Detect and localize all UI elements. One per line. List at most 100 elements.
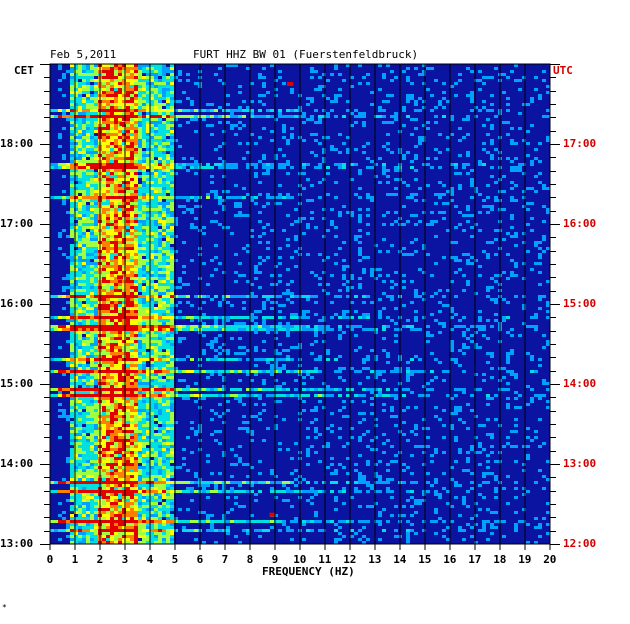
spectrogram-cell — [146, 208, 150, 211]
spectrogram-cell — [306, 295, 310, 298]
spectrogram-cell — [286, 109, 290, 112]
spectrogram-cell — [214, 148, 218, 151]
spectrogram-cell — [102, 205, 106, 208]
spectrogram-cell — [490, 352, 494, 355]
spectrogram-cell — [174, 370, 178, 373]
spectrogram-cell — [70, 289, 74, 292]
spectrogram-cell — [318, 394, 322, 397]
spectrogram-cell — [230, 304, 234, 307]
spectrogram-cell — [74, 388, 78, 391]
spectrogram-cell — [366, 193, 370, 196]
spectrogram-cell — [538, 397, 542, 400]
spectrogram-cell — [130, 295, 134, 298]
spectrogram-cell — [158, 286, 162, 289]
spectrogram-cell — [322, 94, 326, 97]
spectrogram-cell — [490, 124, 494, 127]
spectrogram-cell — [166, 208, 170, 211]
spectrogram-cell — [82, 250, 86, 253]
spectrogram-cell — [146, 286, 150, 289]
spectrogram-cell — [178, 379, 182, 382]
spectrogram-cell — [130, 340, 134, 343]
spectrogram-cell — [86, 250, 90, 253]
spectrogram-cell — [130, 202, 134, 205]
spectrogram-cell — [414, 157, 418, 160]
spectrogram-cell — [166, 79, 170, 82]
spectrogram-cell — [290, 292, 294, 295]
spectrogram-cell — [74, 211, 78, 214]
spectrogram-cell — [170, 328, 174, 331]
spectrogram-cell — [102, 319, 106, 322]
spectrogram-cell — [110, 385, 114, 388]
spectrogram-cell — [386, 94, 390, 97]
spectrogram-cell — [94, 211, 98, 214]
spectrogram-cell — [78, 364, 82, 367]
spectrogram-cell — [502, 73, 506, 76]
spectrogram-cell — [126, 400, 130, 403]
spectrogram-cell — [70, 145, 74, 148]
spectrogram-cell — [106, 289, 110, 292]
spectrogram-cell — [362, 358, 366, 361]
spectrogram-cell — [78, 340, 82, 343]
spectrogram-cell — [190, 316, 194, 319]
spectrogram-cell — [86, 232, 90, 235]
spectrogram-cell — [338, 214, 342, 217]
spectrogram-cell — [114, 388, 118, 391]
spectrogram-cell — [138, 232, 142, 235]
spectrogram-cell — [134, 64, 138, 67]
spectrogram-cell — [534, 316, 538, 319]
spectrogram-cell — [138, 220, 142, 223]
spectrogram-cell — [330, 274, 334, 277]
spectrogram-cell — [78, 202, 82, 205]
spectrogram-cell — [110, 181, 114, 184]
spectrogram-cell — [214, 163, 218, 166]
spectrogram-cell — [118, 139, 122, 142]
spectrogram-cell — [210, 166, 214, 169]
spectrogram-cell — [154, 394, 158, 397]
spectrogram-cell — [270, 388, 274, 391]
spectrogram-cell — [138, 370, 142, 373]
spectrogram-cell — [130, 208, 134, 211]
spectrogram-cell — [102, 244, 106, 247]
spectrogram-cell — [166, 133, 170, 136]
spectrogram-cell — [390, 280, 394, 283]
spectrogram-cell — [106, 292, 110, 295]
spectrogram-cell — [110, 250, 114, 253]
spectrogram-cell — [122, 301, 126, 304]
spectrogram-cell — [454, 256, 458, 259]
spectrogram-cell — [138, 310, 142, 313]
spectrogram-cell — [218, 370, 222, 373]
spectrogram-cell — [178, 301, 182, 304]
spectrogram-cell — [118, 106, 122, 109]
spectrogram-cell — [106, 301, 110, 304]
spectrogram-cell — [58, 403, 62, 406]
spectrogram-cell — [306, 97, 310, 100]
spectrogram-cell — [446, 100, 450, 103]
spectrogram-cell — [254, 271, 258, 274]
spectrogram-cell — [146, 70, 150, 73]
spectrogram-cell — [102, 304, 106, 307]
spectrogram-cell — [142, 304, 146, 307]
spectrogram-cell — [74, 145, 78, 148]
spectrogram-cell — [174, 250, 178, 253]
spectrogram-cell — [538, 394, 542, 397]
spectrogram-cell — [146, 268, 150, 271]
spectrogram-cell — [234, 328, 238, 331]
spectrogram-cell — [122, 376, 126, 379]
spectrogram-cell — [102, 241, 106, 244]
spectrogram-cell — [94, 97, 98, 100]
spectrogram-cell — [214, 193, 218, 196]
spectrogram-cell — [166, 325, 170, 328]
spectrogram-cell — [142, 196, 146, 199]
spectrogram-cell — [294, 250, 298, 253]
spectrogram-cell — [302, 394, 306, 397]
spectrogram-cell — [462, 163, 466, 166]
spectrogram-cell — [102, 115, 106, 118]
spectrogram-cell — [86, 244, 90, 247]
spectrogram-cell — [90, 358, 94, 361]
spectrogram-cell — [70, 202, 74, 205]
spectrogram-cell — [130, 391, 134, 394]
spectrogram-cell — [142, 265, 146, 268]
spectrogram-cell — [414, 169, 418, 172]
spectrogram-cell — [110, 376, 114, 379]
spectrogram-cell — [130, 358, 134, 361]
